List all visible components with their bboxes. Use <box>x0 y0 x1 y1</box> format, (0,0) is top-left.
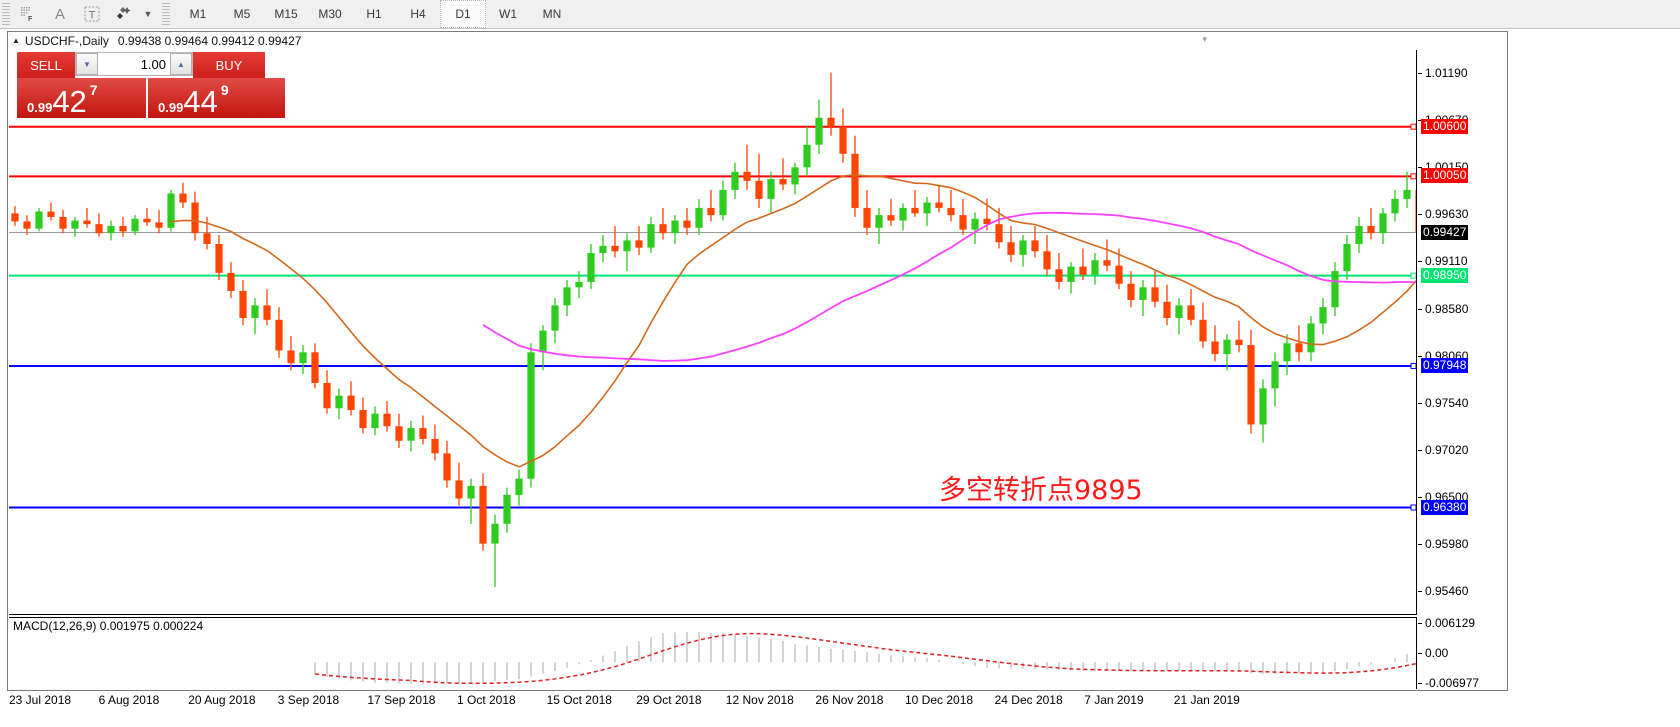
price-axis-tick-label: 0.99110 <box>1425 254 1468 269</box>
timeframe-button-w1[interactable]: W1 <box>499 7 517 21</box>
price-axis-tick-label: 0.98580 <box>1425 301 1469 316</box>
price-level-label-current[interactable]: 0.99427 <box>1421 224 1469 240</box>
trade-controls-row: SELL ▼ ▲ BUY <box>17 52 285 78</box>
price-level-label-support[interactable]: 0.97948 <box>1421 358 1469 374</box>
price-axis-tick-label: 0.97540 <box>1425 395 1469 410</box>
timeframe-grip[interactable] <box>162 3 170 25</box>
sell-price-display[interactable]: 0.99 42 7 <box>17 78 149 119</box>
volume-decrement-button[interactable]: ▼ <box>76 53 98 75</box>
time-axis-tick-label: 21 Jan 2019 <box>1173 693 1240 707</box>
time-axis-tick-label: 26 Nov 2018 <box>815 693 884 707</box>
timeframe-button-m30[interactable]: M30 <box>318 7 342 21</box>
sell-price-big: 42 <box>52 84 87 119</box>
price-axis-tick-label: 0.97020 <box>1425 442 1469 457</box>
timeframe-bar: M1 M5 M15 M30 H1 H4 D1 W1 MN <box>176 0 574 28</box>
main-toolbar: F A T ▼ M1 M5 M15 M30 H1 H4 D1 W1 MN <box>0 0 1680 29</box>
time-axis-tick-label: 7 Jan 2019 <box>1084 693 1144 707</box>
text-box-icon[interactable]: T <box>76 1 108 27</box>
trade-prices-row: 0.99 42 7 0.99 44 9 <box>17 78 285 118</box>
macd-axis-tick-label: 0.006129 <box>1425 616 1476 630</box>
time-axis-tick-label: 3 Sep 2018 <box>277 693 340 707</box>
price-axis[interactable]: 1.011901.006701.001500.996300.991100.985… <box>1418 50 1508 690</box>
volume-input[interactable] <box>98 53 170 75</box>
time-axis-tick-label: 6 Aug 2018 <box>98 693 160 707</box>
buy-price-sup: 9 <box>220 82 229 98</box>
buy-price-display[interactable]: 0.99 44 9 <box>148 78 285 118</box>
time-axis-tick-label: 17 Sep 2018 <box>367 693 436 707</box>
timeframe-button-mn[interactable]: MN <box>542 7 562 21</box>
macd-axis-tick-label: -0.006977 <box>1425 676 1480 690</box>
collapse-icon[interactable]: ▲ <box>12 35 20 45</box>
chart-symbol-label: USDCHF-,Daily <box>24 33 109 48</box>
timeframe-button-h4[interactable]: H4 <box>410 7 426 21</box>
one-click-trade-panel: SELL ▼ ▲ BUY 0.99 42 7 0.99 44 9 <box>17 52 285 118</box>
timeframe-button-m1[interactable]: M1 <box>189 7 207 21</box>
sell-price-prefix: 0.99 <box>27 100 53 115</box>
time-axis-tick-label: 15 Oct 2018 <box>546 693 612 707</box>
chart-ohlc-label: 0.99438 0.99464 0.99412 0.99427 <box>117 33 302 48</box>
toolbar-grip[interactable] <box>2 3 10 25</box>
sell-price-sup: 7 <box>89 82 98 98</box>
price-plot-area[interactable]: 多空转折点9895 <box>9 50 1417 615</box>
price-level-label-pivot[interactable]: 0.98950 <box>1421 267 1469 283</box>
price-chart-svg <box>9 72 1416 587</box>
macd-svg <box>314 632 1416 685</box>
macd-subwindow[interactable]: MACD(12,26,9) 0.001975 0.000224 <box>9 617 1417 689</box>
time-axis[interactable]: 23 Jul 2018 6 Aug 2018 20 Aug 2018 3 Sep 20… <box>7 693 1508 715</box>
crosshair-f-icon[interactable]: F <box>12 1 44 27</box>
time-axis-tick-label: 20 Aug 2018 <box>188 693 256 707</box>
price-axis-tick-label: 1.01190 <box>1425 66 1468 81</box>
minimize-icon[interactable]: ▾ <box>1202 34 1207 44</box>
price-axis-tick-label: 0.95460 <box>1425 583 1469 598</box>
chart-title-bar: ▲ USDCHF-,Daily 0.99438 0.99464 0.99412 … <box>8 32 1507 49</box>
volume-stepper[interactable]: ▼ ▲ <box>75 52 193 76</box>
svg-text:T: T <box>89 10 96 22</box>
time-axis-tick-label: 1 Oct 2018 <box>457 693 516 707</box>
buy-price-big: 44 <box>183 84 218 119</box>
sell-button[interactable]: SELL <box>17 52 75 78</box>
time-axis-tick-label: 23 Jul 2018 <box>9 693 72 707</box>
price-level-label-resistance[interactable]: 1.00050 <box>1421 168 1469 184</box>
timeframe-button-m15[interactable]: M15 <box>274 7 298 21</box>
price-axis-tick-label: 0.99630 <box>1425 207 1469 222</box>
volume-increment-button[interactable]: ▲ <box>170 53 192 75</box>
buy-price-prefix: 0.99 <box>158 100 184 115</box>
macd-axis-tick-label: 0.00 <box>1425 646 1449 660</box>
timeframe-button-h1[interactable]: H1 <box>366 7 382 21</box>
chart-annotation-text: 多空转折点9895 <box>939 475 1143 506</box>
svg-text:F: F <box>28 16 33 23</box>
time-axis-tick-label: 12 Nov 2018 <box>725 693 794 707</box>
objects-icon[interactable] <box>108 1 140 27</box>
price-axis-tick-label: 0.95980 <box>1425 536 1469 551</box>
buy-button[interactable]: BUY <box>193 52 265 78</box>
timeframe-button-m5[interactable]: M5 <box>233 7 251 21</box>
macd-label: MACD(12,26,9) 0.001975 0.000224 <box>13 619 204 633</box>
time-axis-tick-label: 10 Dec 2018 <box>905 693 974 707</box>
chart-window: ▲ USDCHF-,Daily 0.99438 0.99464 0.99412 … <box>7 31 1508 691</box>
price-level-label-support[interactable]: 0.96380 <box>1421 499 1469 515</box>
chevron-down-icon[interactable]: ▼ <box>143 9 153 19</box>
time-axis-tick-label: 29 Oct 2018 <box>636 693 702 707</box>
timeframe-button-d1[interactable]: D1 <box>440 0 486 28</box>
time-axis-tick-label: 24 Dec 2018 <box>994 693 1063 707</box>
price-level-label-resistance[interactable]: 1.00600 <box>1421 118 1469 134</box>
text-label-icon[interactable]: A <box>54 5 65 23</box>
